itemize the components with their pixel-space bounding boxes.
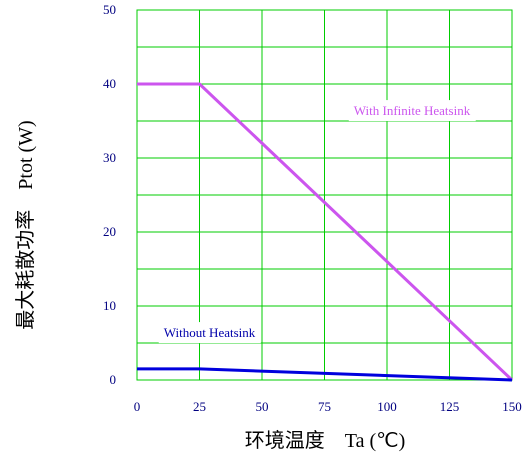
x-tick-label: 125 [440, 399, 460, 414]
y-tick-label: 50 [103, 2, 116, 17]
x-tick-label: 75 [318, 399, 331, 414]
series-line-without-heatsink [137, 367, 513, 382]
annotation-with-infinite-heatsink: With Infinite Heatsink [348, 100, 476, 122]
plot-frame [136, 9, 513, 381]
y-tick-label: 20 [103, 224, 116, 239]
y-tick-label: 10 [103, 298, 116, 313]
y-tick-label: 30 [103, 150, 116, 165]
x-tick-label: 0 [134, 399, 141, 414]
y-axis-title: 最大耗散功率 Ptot (W) [14, 120, 37, 329]
x-axis-title: 环境温度 Ta (℃) [245, 429, 405, 452]
x-tick-label: 100 [377, 399, 397, 414]
x-tick-label: 50 [256, 399, 269, 414]
series-line-with-infinite-heatsink [137, 82, 514, 382]
annotations: With Infinite Heatsink Without Heatsink [158, 100, 476, 344]
tick-labels: 0 10 20 30 40 50 0 25 50 75 100 125 150 [103, 2, 522, 414]
series-layer [137, 82, 514, 382]
annotation-label: With Infinite Heatsink [354, 103, 471, 118]
x-tick-label: 25 [193, 399, 206, 414]
annotation-background [158, 322, 261, 344]
y-tick-label: 0 [110, 372, 117, 387]
annotation-label: Without Heatsink [164, 325, 256, 340]
annotation-background [348, 100, 476, 122]
annotation-without-heatsink: Without Heatsink [158, 322, 261, 344]
y-tick-label: 40 [103, 76, 116, 91]
x-tick-label: 150 [502, 399, 522, 414]
